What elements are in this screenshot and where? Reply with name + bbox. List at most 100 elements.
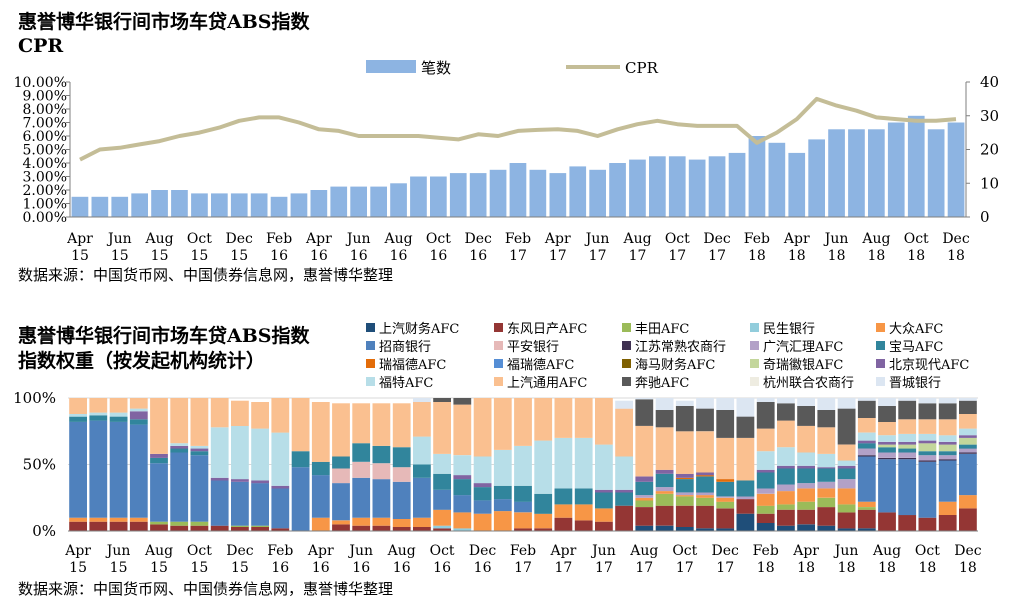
weight-bar-segment: [959, 508, 977, 531]
y-tick-label: 100%: [13, 389, 56, 407]
x-tick-label-month: Aug: [145, 231, 174, 247]
count-bar: [589, 169, 606, 218]
count-bar: [290, 193, 308, 217]
right-tick-label: 30: [980, 107, 999, 125]
weight-bar-segment: [372, 517, 391, 526]
weight-bar-segment: [190, 445, 209, 449]
weight-bar-segment: [271, 432, 290, 486]
x-tick-label-month: Feb: [510, 543, 536, 559]
weight-bar-segment: [898, 515, 917, 531]
x-tick-label-month: Aug: [622, 231, 651, 247]
x-tick-label-year: 16: [271, 560, 289, 576]
weight-bar-segment: [898, 398, 917, 401]
x-tick-label-month: Feb: [266, 231, 292, 247]
weight-bar-segment: [918, 443, 937, 452]
weight-bar-segment: [898, 448, 917, 453]
weight-bar-segment: [473, 513, 492, 531]
weight-bar-segment: [696, 497, 714, 506]
weight-bar-segment: [413, 464, 431, 478]
weight-bar-segment: [311, 517, 330, 531]
chart1-title: 惠誉博华银行间市场车贷ABS指数: [18, 11, 310, 33]
weight-bar-segment: [938, 501, 957, 515]
x-tick-label-month: Oct: [665, 231, 690, 247]
x-tick-label-year: 15: [151, 248, 169, 264]
weight-bar-segment: [878, 512, 896, 531]
x-tick-label-year: 16: [312, 560, 330, 576]
weight-bar-segment: [251, 525, 269, 527]
weight-bar-segment: [453, 455, 472, 476]
weight-bar-segment: [959, 435, 977, 438]
weight-bar-segment: [675, 492, 694, 496]
weight-bar-segment: [615, 408, 633, 457]
x-tick-label-month: Apr: [792, 543, 819, 559]
count-bar: [191, 193, 208, 217]
weight-bar-segment: [675, 431, 694, 474]
weight-bar-segment: [837, 465, 856, 469]
x-tick-label-year: 17: [554, 560, 572, 576]
weight-bar-segment: [170, 448, 189, 453]
weight-bar-segment: [959, 495, 977, 509]
weight-bar-segment: [918, 517, 937, 531]
x-tick-label-month: Dec: [712, 543, 740, 559]
x-tick-label-year: 16: [433, 560, 451, 576]
weight-bar-segment: [696, 408, 714, 432]
weight-bar-segment: [69, 521, 87, 531]
weight-bar-segment: [797, 398, 815, 406]
x-tick-label-month: Apr: [64, 543, 91, 559]
weight-bar-segment: [352, 443, 371, 462]
weight-bar-segment: [756, 428, 775, 452]
weight-bar-segment: [716, 410, 735, 438]
weight-bar-segment: [797, 509, 815, 525]
weight-bar-segment: [938, 460, 957, 502]
weight-bar-segment: [109, 416, 128, 422]
weight-bar-segment: [473, 483, 492, 488]
weight-bar-segment: [878, 447, 896, 453]
weight-bar-segment: [150, 453, 168, 458]
left-tick-label: 7.00%: [23, 116, 67, 132]
count-bar: [250, 193, 268, 217]
weight-bar-segment: [170, 443, 189, 446]
weight-bar-segment: [69, 416, 87, 422]
x-tick-label-year: 17: [595, 560, 613, 576]
weight-bar-segment: [635, 507, 654, 526]
weight-bar-segment: [433, 489, 451, 510]
weight-bar-segment: [938, 455, 957, 460]
x-tick-label-month: Jun: [590, 543, 616, 559]
weight-bar-segment: [797, 406, 815, 426]
weight-bar-segment: [534, 513, 553, 529]
x-tick-label-month: Aug: [387, 543, 416, 559]
x-tick-label-year: 15: [190, 248, 208, 264]
x-tick-label-year: 16: [393, 560, 411, 576]
legend-label: 平安银行: [507, 340, 559, 355]
count-bar: [848, 129, 865, 218]
weight-bar-segment: [291, 398, 310, 452]
weight-bar-segment: [150, 457, 168, 464]
x-tick-label-year: 15: [190, 560, 208, 576]
x-tick-label-year: 15: [69, 560, 87, 576]
weight-bar-segment: [109, 412, 128, 417]
legend-swatch: [622, 341, 631, 350]
weight-bar-segment: [675, 495, 694, 497]
count-bar: [808, 139, 825, 217]
legend-label: 上汽财务AFC: [379, 321, 459, 337]
weight-bar-segment: [433, 402, 451, 454]
weight-bar-segment: [109, 398, 128, 413]
legend-label: 海马财务AFC: [635, 357, 715, 373]
weight-bar-segment: [129, 398, 148, 409]
weight-bar-segment: [251, 428, 269, 481]
count-bar: [151, 190, 168, 217]
weight-bar-segment: [878, 459, 896, 513]
legend-swatch: [622, 323, 631, 332]
legend-swatch: [876, 341, 885, 350]
weight-bar-segment: [595, 521, 613, 531]
weight-bar-segment: [392, 403, 411, 448]
weight-bar-segment: [655, 493, 674, 506]
x-tick-label-year: 16: [310, 248, 328, 264]
x-tick-label-month: Dec: [469, 543, 497, 559]
x-tick-label-month: Aug: [144, 543, 173, 559]
weight-bar-segment: [918, 460, 937, 462]
legend-swatch: [494, 377, 503, 386]
weight-bar-segment: [332, 483, 350, 521]
count-bar: [211, 193, 228, 217]
count-bar: [91, 196, 109, 218]
